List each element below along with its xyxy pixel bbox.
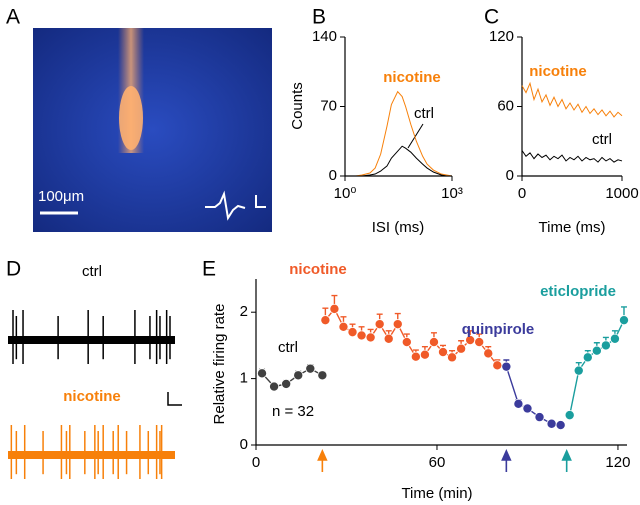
data-point	[600, 340, 611, 351]
data-point	[347, 327, 358, 338]
series-label: nicotine	[289, 261, 347, 278]
data-point	[338, 321, 349, 332]
spike-waveform	[205, 190, 246, 221]
data-point	[305, 363, 316, 374]
data-point	[492, 360, 503, 371]
y-tick-label: 0	[240, 436, 248, 453]
data-point	[428, 337, 439, 348]
x-axis-label: Time (min)	[401, 485, 472, 502]
trace-label: ctrl	[82, 263, 102, 280]
series-label: eticlopride	[540, 283, 616, 300]
y-tick-label: 1	[240, 370, 248, 387]
data-point	[534, 412, 545, 423]
y-tick-label: 0	[329, 167, 337, 184]
data-point	[317, 370, 328, 381]
data-point	[410, 351, 421, 362]
y-axis-label: Relative firing rate	[211, 304, 228, 425]
pointer	[407, 123, 424, 149]
x-tick-label: 10⁰	[334, 185, 357, 202]
series-label: quinpirole	[462, 321, 535, 338]
trace-scale	[167, 392, 182, 406]
y-tick-label: 2	[240, 303, 248, 320]
panel-letter: D	[6, 258, 21, 281]
treatment-arrow	[317, 449, 328, 472]
series-label: ctrl	[414, 105, 434, 122]
data-point	[281, 378, 292, 389]
axes	[344, 37, 452, 177]
y-tick-label: 120	[489, 28, 514, 45]
data-point	[401, 337, 412, 348]
data-point	[501, 361, 512, 372]
x-tick-label: 0	[518, 185, 526, 202]
scale-label: 100μm	[38, 188, 84, 205]
trace-baseline	[8, 336, 175, 344]
x-tick-label: 1000	[605, 185, 638, 202]
panel-letter: A	[6, 6, 20, 29]
data-point	[609, 333, 620, 344]
series-line	[505, 366, 561, 426]
x-tick-label: 120	[605, 454, 630, 471]
data-point	[573, 365, 584, 376]
series-label: nicotine	[529, 63, 587, 80]
data-point	[356, 330, 367, 341]
series-line	[345, 145, 452, 177]
micrograph-background	[33, 28, 272, 232]
data-point	[483, 348, 494, 359]
x-tick-label: 10³	[441, 185, 463, 202]
panel-letter: C	[484, 6, 499, 29]
series-label: ctrl	[592, 131, 612, 148]
labeled-cell	[119, 86, 143, 150]
data-point	[447, 352, 458, 363]
data-point	[293, 370, 304, 381]
y-tick-label: 0	[506, 167, 514, 184]
series-line	[345, 90, 453, 177]
y-tick-label: 140	[312, 28, 337, 45]
data-point	[564, 410, 575, 421]
treatment-arrow	[561, 449, 572, 472]
data-point	[269, 381, 280, 392]
panel-letter: E	[202, 258, 216, 281]
data-point	[513, 398, 524, 409]
data-point	[618, 315, 629, 326]
data-point	[474, 337, 485, 348]
sample-size: n = 32	[272, 403, 314, 420]
treatment-arrow	[501, 449, 512, 472]
x-axis-label: Time (ms)	[539, 219, 606, 236]
data-point	[257, 368, 268, 379]
waveform-scale	[255, 195, 266, 208]
x-axis-label: ISI (ms)	[372, 219, 425, 236]
y-tick-label: 70	[320, 97, 337, 114]
data-point	[365, 332, 376, 343]
series-line	[521, 81, 623, 118]
series-label: ctrl	[278, 339, 298, 356]
data-point	[320, 315, 331, 326]
data-point	[456, 343, 467, 354]
axes	[255, 279, 627, 446]
data-point	[522, 403, 533, 414]
trace-baseline	[8, 451, 175, 459]
series-label: nicotine	[383, 69, 441, 86]
data-point	[329, 303, 340, 314]
y-tick-label: 60	[497, 97, 514, 114]
data-point	[546, 418, 557, 429]
data-point	[392, 319, 403, 330]
y-axis-label: Counts	[289, 82, 306, 130]
x-tick-label: 0	[252, 454, 260, 471]
micrograph: 100μm	[33, 28, 272, 232]
data-point	[374, 319, 385, 330]
data-point	[555, 420, 566, 431]
data-point	[419, 349, 430, 360]
panel-letter: B	[312, 6, 326, 29]
data-point	[591, 345, 602, 356]
x-tick-label: 60	[429, 454, 446, 471]
trace-label: nicotine	[63, 388, 121, 405]
data-point	[438, 347, 449, 358]
series-line	[521, 150, 623, 163]
data-point	[383, 333, 394, 344]
data-point	[582, 352, 593, 363]
